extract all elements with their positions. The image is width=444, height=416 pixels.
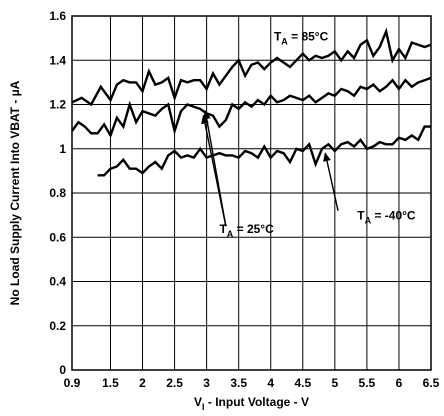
plot-area-frame — [71, 15, 432, 371]
x-tick-label: 1.5 — [102, 376, 119, 390]
series-label-2: TA = -40°C — [357, 209, 416, 226]
y-tick-label: 1.6 — [49, 9, 66, 23]
x-tick-label: 4.5 — [294, 376, 311, 390]
annotations: TA = 85°C TA = 25°C TA = -40°C — [201, 29, 416, 239]
y-tick-label: 0.6 — [49, 230, 66, 244]
x-tick-label: 2 — [139, 376, 146, 390]
series-line-0 — [71, 27, 432, 107]
y-tick-label: 1.4 — [49, 53, 66, 67]
grid — [71, 15, 432, 371]
x-tick-label: 2.5 — [166, 376, 183, 390]
x-tick-label: 0.9 — [64, 376, 81, 390]
annotation-arrow-3 — [323, 152, 339, 211]
annotation-arrow-2 — [202, 110, 227, 227]
x-tick-label: 3.5 — [230, 376, 247, 390]
x-tick-label: 6.5 — [423, 376, 440, 390]
tick-labels: 0.9 1.5 2 2.5 3 3.5 4 4.5 5 5.5 6 6.5 0 0.2 0.4 0.6 0.8 1… — [49, 9, 439, 390]
series-label-0: TA = 85°C — [274, 29, 329, 46]
y-tick-label: 1.2 — [49, 98, 66, 112]
x-tick-label: 3 — [203, 376, 210, 390]
x-tick-label: 5 — [331, 376, 338, 390]
y-tick-label: 0.2 — [49, 319, 66, 333]
y-tick-label: 0.8 — [49, 186, 66, 200]
y-tick-label: 1 — [59, 142, 66, 156]
x-axis-label: VI - Input Voltage - V — [194, 395, 309, 412]
x-tick-label: 4 — [267, 376, 274, 390]
series-line-2 — [97, 125, 431, 177]
series-line-1 — [71, 76, 432, 139]
y-tick-label: 0.4 — [49, 275, 66, 289]
x-tick-label: 6 — [396, 376, 403, 390]
y-tick-label: 0 — [59, 363, 66, 377]
series-label-1: TA = 25°C — [219, 222, 274, 239]
series-layer — [71, 27, 432, 177]
y-axis-label: No Load Supply Current Into VBAT - µA — [8, 80, 22, 305]
x-tick-label: 5.5 — [359, 376, 376, 390]
